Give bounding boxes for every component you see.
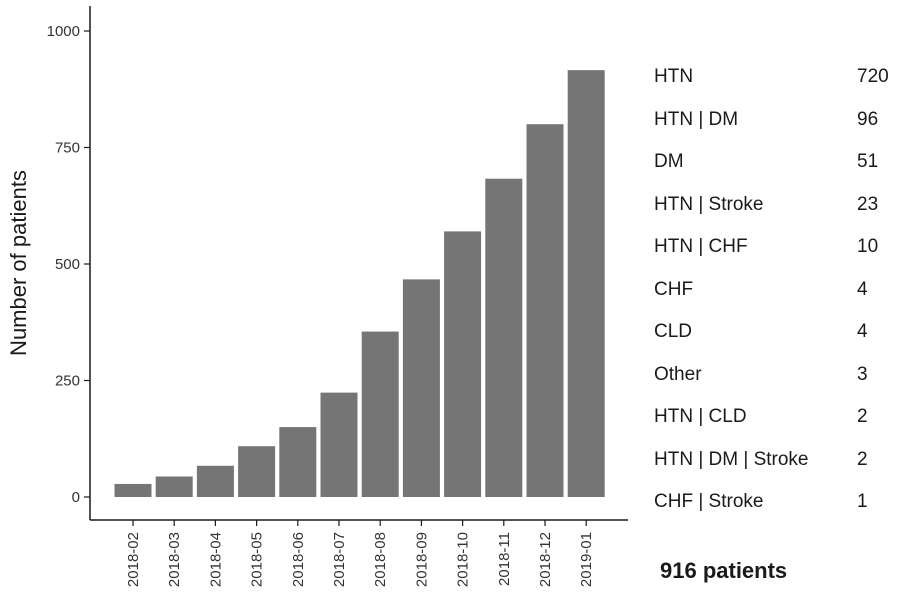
category-row: HTN | CLD 2 [654,396,894,439]
category-label: CLD [654,321,693,342]
category-row: HTN | DM 96 [654,99,894,142]
category-row: Other 3 [654,354,894,397]
y-tick-label: 1000 [47,23,80,40]
category-row: HTN | CHF 10 [654,226,894,269]
category-count: 2 [857,406,868,427]
y-axis-ticks: 0 250 500 750 1000 [47,23,90,506]
category-label: HTN | Stroke [654,193,764,215]
x-tick-label: 2018-04 [207,532,224,587]
bar-2018-06 [279,427,317,497]
category-count: 1 [857,491,868,512]
category-row: HTN | Stroke 23 [654,184,894,227]
bar-2018-09 [402,279,440,497]
category-row: CHF 4 [654,269,894,312]
bar-2018-10 [444,231,482,497]
category-row: DM 51 [654,141,894,184]
category-row: CLD 4 [654,311,894,354]
bar-2018-11 [485,178,523,498]
y-tick-label: 750 [55,140,80,157]
bar-2018-12 [526,124,564,497]
x-tick-label: 2018-10 [455,532,472,587]
category-row: CHF | Stroke 1 [654,481,894,524]
category-count: 4 [857,321,868,342]
x-tick-label: 2019-01 [578,532,595,587]
y-tick-label: 0 [72,489,80,506]
category-label: HTN | DM [654,108,739,130]
category-count: 4 [857,278,868,300]
y-tick-label: 500 [55,256,80,273]
bar-2018-05 [238,446,276,497]
category-label: HTN | CHF [654,236,748,257]
category-count: 720 [857,66,889,87]
category-count: 51 [857,151,879,172]
category-label: Other [654,363,702,385]
category-count: 3 [857,363,868,385]
y-axis-title: Number of patients [6,170,31,356]
x-tick-label: 2018-02 [125,532,142,587]
category-label: CHF [654,278,694,300]
x-tick-label: 2018-12 [537,532,554,587]
category-label: HTN [654,66,694,87]
category-label: HTN | CLD [654,406,747,427]
bar-2018-02 [114,483,152,497]
category-count: 2 [857,448,868,470]
x-tick-label: 2018-11 [496,532,513,586]
category-count-table: HTN 720 HTN | DM 96 DM 51 HTN | Stroke 23 HTN | … [654,56,894,524]
category-label: CHF | Stroke [654,491,764,512]
category-row: HTN | DM | Stroke 2 [654,439,894,482]
category-count: 10 [857,236,879,257]
x-tick-label: 2018-03 [166,532,183,587]
category-label: DM [654,151,684,172]
bar-2018-07 [320,392,358,497]
bar-2018-08 [361,331,399,497]
x-tick-label: 2018-08 [372,532,389,587]
x-tick-label: 2018-07 [331,532,348,587]
category-row: HTN 720 [654,56,894,99]
category-count: 23 [857,193,879,215]
bar-2018-04 [196,465,234,497]
x-tick-label: 2018-05 [249,532,266,587]
x-tick-label: 2018-09 [413,532,430,587]
bar-2019-01 [567,70,605,498]
bar-2018-03 [155,476,193,497]
category-label: HTN | DM | Stroke [654,448,809,470]
category-count: 96 [857,108,879,130]
y-tick-label: 250 [55,373,80,390]
x-tick-label: 2018-06 [290,532,307,587]
total-patients-label: 916 patients [660,558,788,583]
bars [114,70,605,498]
x-axis-ticks: 2018-02 2018-03 2018-04 2018-05 2018-06 2018-… [125,520,595,587]
